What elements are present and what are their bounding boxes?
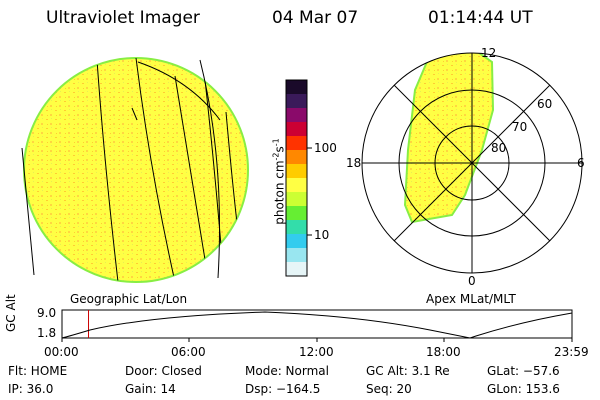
colorbar-segment (286, 192, 307, 207)
mlat-label-80: 80 (491, 141, 507, 155)
mlt-label-18: 18 (346, 156, 362, 170)
info-flt: Flt: HOME (8, 364, 68, 378)
colorbar-segment (286, 206, 307, 221)
info-gcalt: GC Alt: 3.1 Re (366, 364, 450, 378)
observation-date: 04 Mar 07 (272, 8, 359, 28)
colorbar-tick-low: 10 (314, 228, 330, 242)
colorbar-segment (286, 234, 307, 249)
info-glon: GLon: 153.6 (487, 382, 560, 396)
info-gain: Gain: 14 (125, 382, 176, 396)
timeline-tick-0000: 00:00 (44, 345, 79, 359)
colorbar-segment (286, 136, 307, 151)
timeline-tick-1200: 12:00 (299, 345, 334, 359)
info-dsp: Dsp: −164.5 (245, 382, 321, 396)
colorbar-segment (286, 150, 307, 165)
left-panel-label: Geographic Lat/Lon (70, 292, 188, 306)
info-mode: Mode: Normal (245, 364, 329, 378)
altitude-curve (61, 311, 573, 339)
mlat-label-70: 70 (512, 120, 528, 134)
timeline-ymax: 9.0 (37, 306, 57, 320)
mlt-label-0: 0 (468, 274, 476, 288)
info-door: Door: Closed (125, 364, 202, 378)
timeline-tick-1800: 18:00 (426, 345, 461, 359)
mlat-label-60: 60 (537, 97, 553, 111)
info-ip: IP: 36.0 (8, 382, 54, 396)
colorbar-segment (286, 122, 307, 137)
colorbar-segment (286, 80, 307, 95)
info-glat: GLat: −57.6 (487, 364, 560, 378)
geo-limb-line (21, 147, 35, 276)
colorbar-segment (286, 108, 307, 123)
colorbar-segment (286, 262, 307, 277)
colorbar-tick-high: 100 (314, 141, 337, 155)
timeline-tick-0600: 06:00 (171, 345, 206, 359)
observation-time: 01:14:44 UT (428, 8, 533, 28)
info-seq: Seq: 20 (366, 382, 412, 396)
mlt-label-6: 6 (577, 156, 585, 170)
mlt-label-12: 12 (481, 46, 497, 60)
colorbar-segment (286, 220, 307, 235)
right-panel-label: Apex MLat/MLT (426, 292, 516, 306)
colorbar-segment (286, 248, 307, 263)
geo-track-line (199, 59, 221, 279)
colorbar-segment (286, 178, 307, 193)
instrument-title: Ultraviolet Imager (46, 8, 200, 28)
timeline-ymin: 1.8 (37, 326, 57, 340)
colorbar-segment (286, 164, 307, 179)
colorbar-segment (286, 94, 307, 109)
timeline-ylabel: GC Alt (4, 294, 18, 332)
timeline-tick-2359: 23:59 (554, 345, 589, 359)
